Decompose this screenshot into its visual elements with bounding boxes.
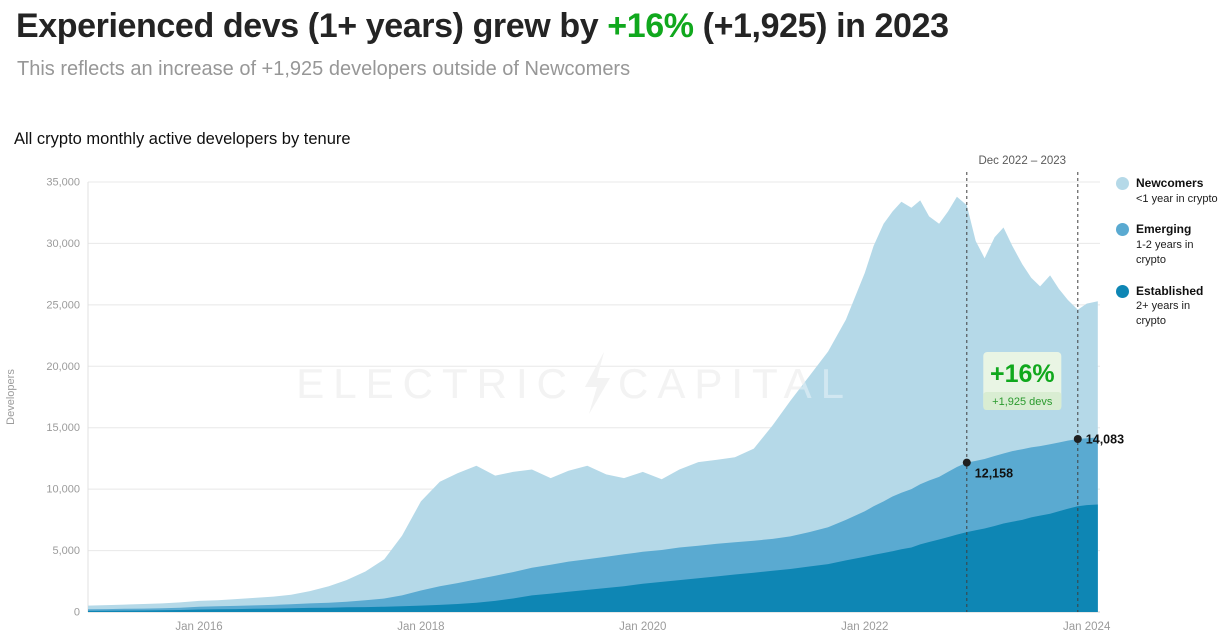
x-tick-label: Jan 2024 xyxy=(1063,621,1111,631)
x-tick-label: Jan 2016 xyxy=(175,621,222,631)
data-point-label: 14,083 xyxy=(1086,433,1124,447)
legend-sublabel: 1-2 years in crypto xyxy=(1136,239,1194,266)
y-tick-label: 0 xyxy=(74,607,80,619)
x-tick-label: Jan 2018 xyxy=(397,621,444,631)
watermark-text-electric: ELECTRIC xyxy=(296,360,576,407)
legend-item-emerging: Emerging 1-2 years in crypto xyxy=(1116,222,1221,267)
page-subtitle: This reflects an increase of +1,925 deve… xyxy=(17,58,631,80)
legend-item-established: Established 2+ years in crypto xyxy=(1116,284,1221,329)
x-tick-label: Jan 2020 xyxy=(619,621,666,631)
y-tick-label: 10,000 xyxy=(46,484,80,496)
legend-sublabel: 2+ years in crypto xyxy=(1136,300,1191,328)
title-prefix: Experienced devs (1+ years) grew by xyxy=(16,7,608,45)
data-point-marker xyxy=(962,458,971,467)
y-tick-label: 5,000 xyxy=(52,545,80,557)
data-point-label: 12,158 xyxy=(975,467,1013,481)
legend-label: Newcomers xyxy=(1136,176,1204,190)
legend-swatch-icon xyxy=(1116,177,1129,190)
devs-badge xyxy=(983,392,1062,410)
y-tick-label: 15,000 xyxy=(46,422,80,434)
area-newcomers xyxy=(88,196,1098,612)
y-tick-label: 25,000 xyxy=(46,299,80,311)
y-tick-label: 20,000 xyxy=(46,361,80,373)
legend-swatch-icon xyxy=(1116,223,1129,237)
title-suffix: (+1,925) in 2023 xyxy=(693,7,949,45)
chart-section-title: All crypto monthly active developers by … xyxy=(14,130,351,148)
y-tick-label: 35,000 xyxy=(46,177,80,189)
legend-item-newcomers: Newcomers <1 year in crypto xyxy=(1116,176,1221,206)
x-tick-label: Jan 2022 xyxy=(841,621,888,631)
page-title: Experienced devs (1+ years) grew by +16%… xyxy=(16,6,949,47)
watermark-bolt-icon xyxy=(585,352,610,414)
title-highlight: +16% xyxy=(607,7,694,45)
watermark-text-electric: ELECTRIC xyxy=(296,360,576,407)
watermark-bolt-icon xyxy=(585,352,610,414)
legend-swatch-icon xyxy=(1116,284,1129,298)
y-tick-label: 30,000 xyxy=(46,238,80,250)
legend-label: Established xyxy=(1136,283,1204,298)
legend: Newcomers <1 year in crypto Emerging 1-2 ye… xyxy=(1116,176,1221,345)
y-axis-title: Developers xyxy=(5,369,17,425)
pct-badge-label: +16% xyxy=(990,360,1055,388)
area-established xyxy=(88,504,1098,612)
devs-badge-label: +1,925 devs xyxy=(992,396,1053,408)
legend-sublabel: <1 year in crypto xyxy=(1136,192,1218,205)
legend-label: Emerging xyxy=(1136,222,1192,237)
area-chart: 0 5,000 10,000 15,000 20,000 25,000 30,000 35,0… xyxy=(5,155,1124,631)
range-label: Dec 2022 – 2023 xyxy=(978,155,1066,167)
data-point-marker xyxy=(1073,435,1082,443)
watermark-text-capital: CAPITAL xyxy=(618,360,853,407)
